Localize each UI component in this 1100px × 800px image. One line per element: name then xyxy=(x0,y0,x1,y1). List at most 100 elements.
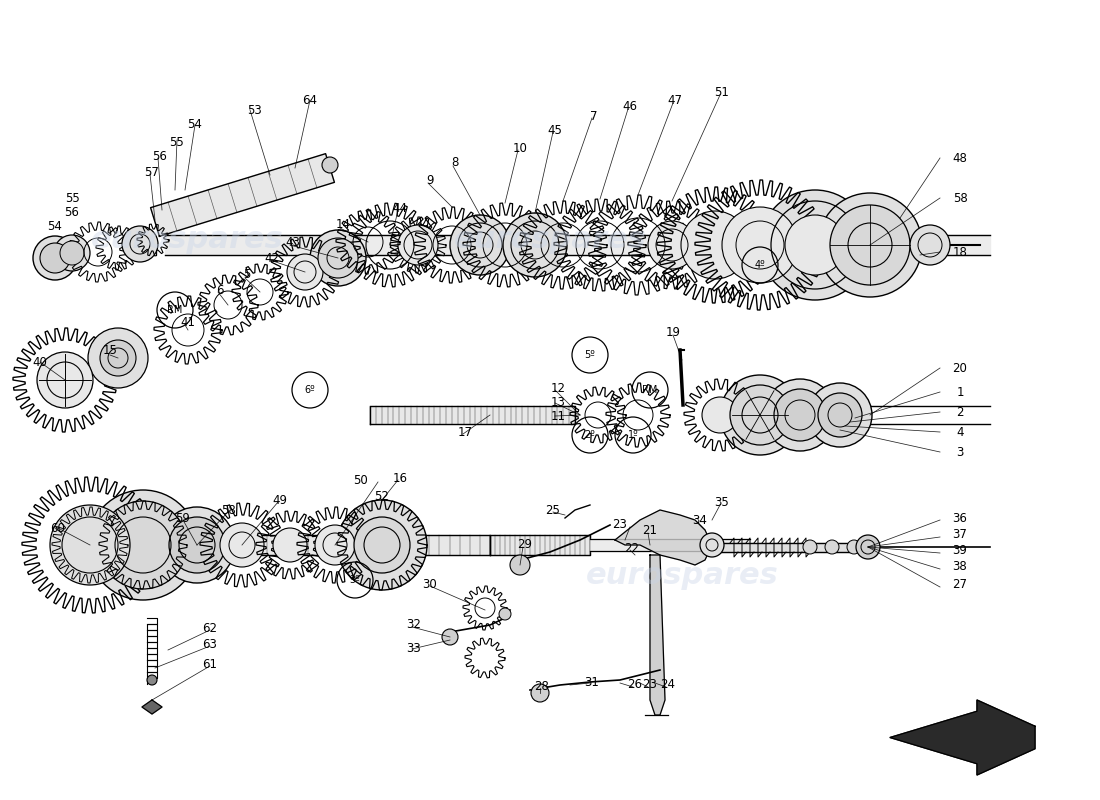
Polygon shape xyxy=(142,700,162,714)
Text: 47: 47 xyxy=(668,94,682,107)
Circle shape xyxy=(531,684,549,702)
Circle shape xyxy=(847,540,861,554)
Text: 6º: 6º xyxy=(305,385,316,395)
Text: RM: RM xyxy=(167,305,183,315)
Circle shape xyxy=(88,328,148,388)
Text: 4º: 4º xyxy=(755,260,766,270)
Circle shape xyxy=(318,238,358,278)
Polygon shape xyxy=(370,406,575,424)
Circle shape xyxy=(818,193,922,297)
Circle shape xyxy=(499,608,512,620)
Circle shape xyxy=(722,207,798,283)
Circle shape xyxy=(681,211,749,279)
Text: 15: 15 xyxy=(102,343,118,357)
Text: 34: 34 xyxy=(693,514,707,526)
Text: 6: 6 xyxy=(217,283,223,297)
Circle shape xyxy=(720,375,800,455)
Circle shape xyxy=(830,205,910,285)
Circle shape xyxy=(764,379,836,451)
Text: 21: 21 xyxy=(642,523,658,537)
Text: 2: 2 xyxy=(956,406,964,418)
Text: 38: 38 xyxy=(953,561,967,574)
Circle shape xyxy=(910,225,950,265)
Circle shape xyxy=(54,235,90,271)
Text: 33: 33 xyxy=(407,642,421,654)
Circle shape xyxy=(398,225,438,265)
Text: 27: 27 xyxy=(953,578,968,591)
Circle shape xyxy=(33,236,77,280)
Text: 7: 7 xyxy=(591,110,597,122)
Text: 3: 3 xyxy=(956,446,964,458)
Circle shape xyxy=(354,517,410,573)
Text: 59: 59 xyxy=(176,511,190,525)
Circle shape xyxy=(273,528,307,562)
Polygon shape xyxy=(890,700,1035,775)
Text: 51: 51 xyxy=(715,86,729,98)
Text: 37: 37 xyxy=(953,529,967,542)
Polygon shape xyxy=(720,543,870,552)
Text: 16: 16 xyxy=(393,471,407,485)
Text: 8: 8 xyxy=(451,157,459,170)
Text: 41: 41 xyxy=(180,315,196,329)
Text: 35: 35 xyxy=(715,495,729,509)
Text: 64: 64 xyxy=(302,94,318,106)
Circle shape xyxy=(310,230,366,286)
Circle shape xyxy=(510,555,530,575)
Text: 30: 30 xyxy=(422,578,438,590)
Text: 54: 54 xyxy=(188,118,202,131)
Text: 13: 13 xyxy=(551,395,565,409)
Text: 5: 5 xyxy=(243,269,251,282)
Circle shape xyxy=(50,505,130,585)
Text: 32: 32 xyxy=(407,618,421,631)
Text: 44: 44 xyxy=(393,202,407,214)
Text: 14: 14 xyxy=(336,218,351,231)
Text: 39: 39 xyxy=(953,545,967,558)
Text: 58: 58 xyxy=(953,191,967,205)
Circle shape xyxy=(702,397,738,433)
Circle shape xyxy=(856,535,880,559)
Text: 22: 22 xyxy=(625,542,639,554)
Text: 56: 56 xyxy=(65,206,79,218)
Text: 55: 55 xyxy=(65,191,79,205)
Polygon shape xyxy=(615,510,712,565)
Polygon shape xyxy=(151,154,334,236)
Text: 42: 42 xyxy=(264,251,279,265)
Text: 26: 26 xyxy=(627,678,642,691)
Polygon shape xyxy=(165,235,990,255)
Text: 57: 57 xyxy=(144,166,159,178)
Text: RM: RM xyxy=(642,385,658,395)
Text: 50: 50 xyxy=(353,474,367,486)
Text: 43: 43 xyxy=(286,235,300,249)
Text: 23: 23 xyxy=(613,518,627,530)
Text: 20: 20 xyxy=(953,362,967,374)
Text: 62: 62 xyxy=(202,622,218,634)
Text: 17: 17 xyxy=(458,426,473,438)
Circle shape xyxy=(220,523,264,567)
Polygon shape xyxy=(85,535,490,555)
Text: 1º: 1º xyxy=(628,430,638,440)
Text: 23: 23 xyxy=(642,678,658,691)
Text: 4: 4 xyxy=(956,426,964,438)
Polygon shape xyxy=(490,535,590,555)
Text: 56: 56 xyxy=(153,150,167,163)
Text: 3º: 3º xyxy=(350,575,361,585)
Text: 53: 53 xyxy=(248,103,263,117)
Circle shape xyxy=(503,213,566,277)
Text: 29: 29 xyxy=(517,538,532,551)
Circle shape xyxy=(315,525,355,565)
Circle shape xyxy=(37,352,94,408)
Text: 54: 54 xyxy=(47,219,63,233)
Text: eurospares: eurospares xyxy=(90,226,284,254)
Circle shape xyxy=(774,389,826,441)
Circle shape xyxy=(287,254,323,290)
Circle shape xyxy=(147,675,157,685)
Polygon shape xyxy=(590,539,750,551)
Text: 60: 60 xyxy=(51,522,65,534)
Text: 2º: 2º xyxy=(584,430,595,440)
Text: 1: 1 xyxy=(956,386,964,398)
Circle shape xyxy=(730,385,790,445)
Circle shape xyxy=(99,501,187,589)
Text: 36: 36 xyxy=(953,511,967,525)
Text: 25: 25 xyxy=(546,503,560,517)
Text: 5º: 5º xyxy=(584,350,595,360)
